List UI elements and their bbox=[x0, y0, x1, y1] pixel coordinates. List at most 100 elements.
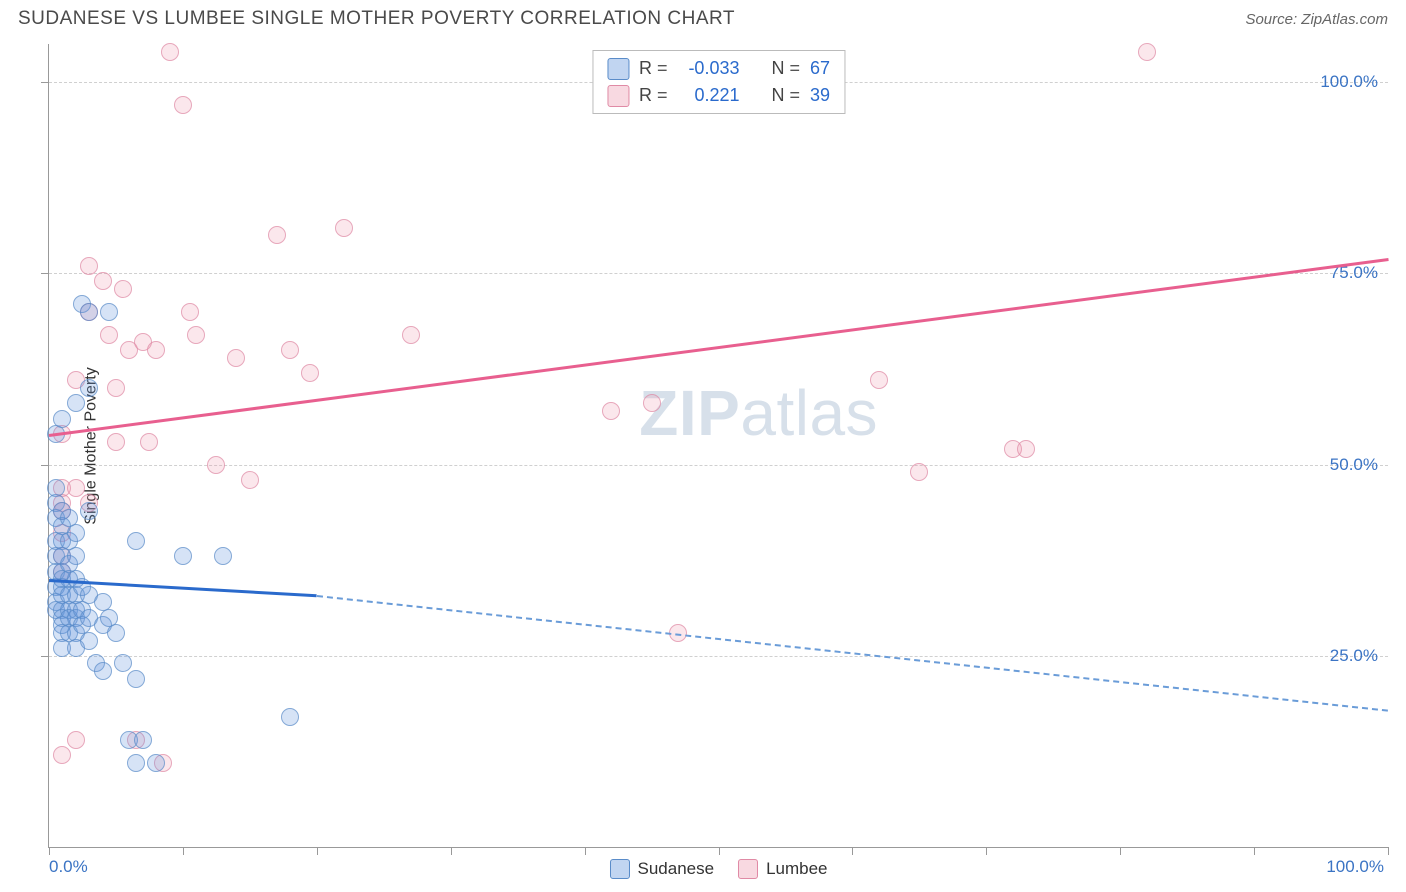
legend-stats: R = -0.033 N = 67 R = 0.221 N = 39 bbox=[592, 50, 845, 114]
data-point bbox=[127, 754, 145, 772]
data-point bbox=[53, 410, 71, 428]
data-point bbox=[67, 394, 85, 412]
y-tick bbox=[41, 82, 49, 83]
stat-r-value: 0.221 bbox=[677, 82, 739, 109]
stat-n-label: N = bbox=[771, 55, 800, 82]
data-point bbox=[80, 257, 98, 275]
x-tick bbox=[451, 847, 452, 855]
data-point bbox=[301, 364, 319, 382]
x-tick bbox=[1388, 847, 1389, 855]
y-tick-label: 50.0% bbox=[1330, 455, 1378, 475]
data-point bbox=[80, 379, 98, 397]
data-point bbox=[227, 349, 245, 367]
data-point bbox=[127, 670, 145, 688]
y-tick bbox=[41, 273, 49, 274]
stat-r-value: -0.033 bbox=[677, 55, 739, 82]
plot-area: ZIPatlas 25.0%50.0%75.0%100.0%0.0%100.0%… bbox=[49, 44, 1388, 847]
data-point bbox=[53, 746, 71, 764]
data-point bbox=[80, 303, 98, 321]
y-tick-label: 100.0% bbox=[1320, 72, 1378, 92]
data-point bbox=[147, 754, 165, 772]
data-point bbox=[134, 731, 152, 749]
legend-swatch-icon bbox=[738, 859, 758, 879]
x-tick bbox=[49, 847, 50, 855]
legend-swatch-icon bbox=[607, 85, 629, 107]
data-point bbox=[80, 632, 98, 650]
stat-n-label: N = bbox=[771, 82, 800, 109]
data-point bbox=[67, 547, 85, 565]
x-tick bbox=[986, 847, 987, 855]
x-tick bbox=[585, 847, 586, 855]
data-point bbox=[94, 272, 112, 290]
data-point bbox=[402, 326, 420, 344]
data-point bbox=[174, 96, 192, 114]
stat-r-label: R = bbox=[639, 82, 668, 109]
data-point bbox=[80, 502, 98, 520]
data-point bbox=[114, 654, 132, 672]
data-point bbox=[870, 371, 888, 389]
data-point bbox=[281, 708, 299, 726]
gridline bbox=[49, 656, 1388, 657]
data-point bbox=[107, 624, 125, 642]
y-tick bbox=[41, 656, 49, 657]
gridline bbox=[49, 273, 1388, 274]
stat-n-value: 67 bbox=[810, 55, 830, 82]
data-point bbox=[281, 341, 299, 359]
legend-stats-row: R = 0.221 N = 39 bbox=[607, 82, 830, 109]
data-point bbox=[67, 524, 85, 542]
trend-line bbox=[49, 258, 1388, 437]
stat-n-value: 39 bbox=[810, 82, 830, 109]
data-point bbox=[140, 433, 158, 451]
legend-series-label: Lumbee bbox=[766, 859, 827, 879]
y-tick-label: 25.0% bbox=[1330, 646, 1378, 666]
data-point bbox=[107, 433, 125, 451]
chart-container: Single Mother Poverty ZIPatlas 25.0%50.0… bbox=[48, 44, 1388, 848]
legend-swatch-icon bbox=[609, 859, 629, 879]
data-point bbox=[207, 456, 225, 474]
x-tick bbox=[317, 847, 318, 855]
chart-title: SUDANESE VS LUMBEE SINGLE MOTHER POVERTY… bbox=[18, 8, 735, 30]
data-point bbox=[335, 219, 353, 237]
data-point bbox=[602, 402, 620, 420]
watermark: ZIPatlas bbox=[639, 376, 878, 450]
x-tick bbox=[1254, 847, 1255, 855]
x-tick-label: 0.0% bbox=[49, 857, 88, 877]
data-point bbox=[127, 532, 145, 550]
data-point bbox=[1138, 43, 1156, 61]
data-point bbox=[94, 662, 112, 680]
legend-bottom: Sudanese Lumbee bbox=[609, 859, 827, 879]
y-tick bbox=[41, 465, 49, 466]
data-point bbox=[174, 547, 192, 565]
legend-swatch-icon bbox=[607, 58, 629, 80]
chart-header: SUDANESE VS LUMBEE SINGLE MOTHER POVERTY… bbox=[0, 0, 1406, 34]
data-point bbox=[67, 731, 85, 749]
x-tick bbox=[183, 847, 184, 855]
legend-stats-row: R = -0.033 N = 67 bbox=[607, 55, 830, 82]
data-point bbox=[67, 479, 85, 497]
data-point bbox=[910, 463, 928, 481]
trend-line bbox=[317, 595, 1388, 712]
gridline bbox=[49, 465, 1388, 466]
data-point bbox=[114, 280, 132, 298]
chart-source: Source: ZipAtlas.com bbox=[1245, 11, 1388, 28]
legend-series-label: Sudanese bbox=[637, 859, 714, 879]
data-point bbox=[268, 226, 286, 244]
legend-series-item: Sudanese bbox=[609, 859, 714, 879]
x-tick bbox=[1120, 847, 1121, 855]
data-point bbox=[100, 326, 118, 344]
data-point bbox=[1017, 440, 1035, 458]
data-point bbox=[100, 303, 118, 321]
x-tick bbox=[852, 847, 853, 855]
data-point bbox=[214, 547, 232, 565]
data-point bbox=[643, 394, 661, 412]
data-point bbox=[241, 471, 259, 489]
stat-r-label: R = bbox=[639, 55, 668, 82]
data-point bbox=[181, 303, 199, 321]
x-tick bbox=[719, 847, 720, 855]
data-point bbox=[187, 326, 205, 344]
data-point bbox=[161, 43, 179, 61]
data-point bbox=[107, 379, 125, 397]
legend-series-item: Lumbee bbox=[738, 859, 827, 879]
x-tick-label: 100.0% bbox=[1326, 857, 1384, 877]
data-point bbox=[147, 341, 165, 359]
